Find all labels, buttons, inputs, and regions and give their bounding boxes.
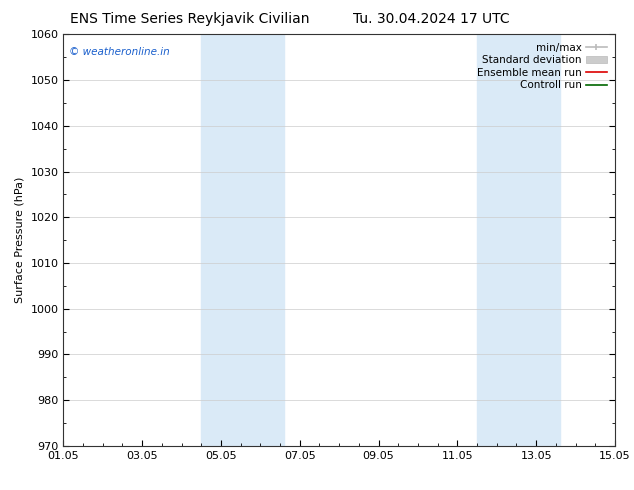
Text: Tu. 30.04.2024 17 UTC: Tu. 30.04.2024 17 UTC: [353, 12, 510, 26]
Y-axis label: Surface Pressure (hPa): Surface Pressure (hPa): [15, 177, 25, 303]
Bar: [202, 34, 284, 446]
Bar: [477, 34, 560, 446]
Legend: min/max, Standard deviation, Ensemble mean run, Controll run: min/max, Standard deviation, Ensemble me…: [474, 40, 610, 94]
Text: © weatheronline.in: © weatheronline.in: [69, 47, 170, 57]
Text: ENS Time Series Reykjavik Civilian: ENS Time Series Reykjavik Civilian: [70, 12, 310, 26]
